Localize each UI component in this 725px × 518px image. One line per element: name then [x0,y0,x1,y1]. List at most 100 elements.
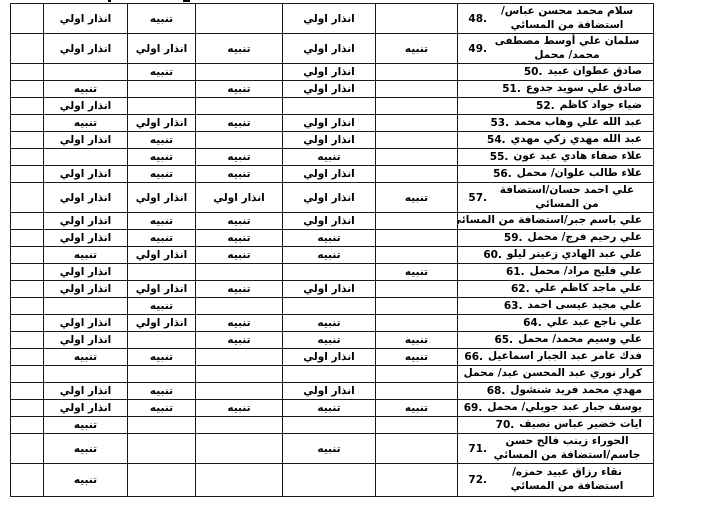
student-name-cell: 59. علي رحيم فرج/ محمل [457,229,654,247]
table-row: انذار اولي انذار اولي تنبيه تنبيه 64. علي ناج… [10,314,654,332]
student-name: صادق عطوان عبيد [547,65,642,78]
notice-cell: تنبيه [195,246,283,264]
empty-cell [375,165,458,183]
warning-cell: انذار اولي [43,314,128,332]
row-number: 51. [502,82,521,95]
name-row-content: 48. سلام محمد محسن عباس/استضافة من المسائ… [459,5,653,32]
empty-cell [10,212,44,230]
empty-cell [375,280,458,298]
warning-cell: انذار اولي [127,246,196,264]
empty-cell [375,365,458,383]
student-name: فدك عامر عبد الجبار اسماعيل [488,350,642,363]
notice-cell: تنبيه [195,148,283,166]
empty-cell [195,365,283,383]
empty-cell [375,382,458,400]
empty-cell [127,97,196,115]
row-number: 63. [503,299,523,312]
student-name-cell: 49. سلمان علي أوسط مصطفى محمد/ محمل [457,33,654,64]
warning-cell: انذار اولي [195,182,283,213]
student-name: كرار نوري عبد المحسن عبد/ محمل [463,367,642,380]
notice-cell: تنبيه [195,229,283,247]
notice-cell: تنبيه [43,246,128,264]
table-row: انذار اولي تنبيه تنبيه تنبيه 65. علي وسيم محم… [10,331,654,349]
student-name: علي فليح مراد/ محمل [529,265,642,278]
empty-cell [375,3,458,34]
name-row-content: 68. مهدي محمد فريد شنشول [459,384,653,398]
student-name: ايات خضير عباس نصيف [519,418,642,431]
table-row: انذار اولي تنبيه انذار اولي 54. عبد الله مهد… [10,131,654,149]
empty-cell [10,297,44,315]
empty-cell [195,433,283,464]
warning-cell: انذار اولي [127,33,196,64]
notice-cell: تنبيه [375,331,458,349]
warning-cell: انذار اولي [282,131,376,149]
row-number: 60. [483,248,502,261]
student-name: الحوراء زينب فالح حسن جاسم/استضافة من ال… [493,434,641,461]
row-number: 59. [503,231,523,244]
student-name-cell: 66. فدك عامر عبد الجبار اسماعيل [457,348,654,366]
empty-cell [195,263,283,281]
notice-cell: تنبيه [43,463,128,497]
student-name-cell: 57. علي احمد حسان/استضافة من المسائي [457,182,654,213]
empty-cell [10,382,44,400]
empty-cell [195,3,283,34]
empty-cell [375,80,458,98]
empty-cell [375,314,458,332]
empty-cell [10,80,44,98]
student-name: علي مجيد عيسى احمد [527,299,642,312]
row-number: 62. [511,282,530,295]
name-row-content: 52. ضياء جواد كاظم [459,99,653,113]
empty-cell [10,331,44,349]
empty-cell [10,97,44,115]
notice-cell: تنبيه [282,399,376,417]
student-name: علي ماجد كاظم علي [534,282,642,295]
name-row-content: 66. فدك عامر عبد الجبار اسماعيل [459,350,653,364]
student-name: نقاء رزاق عبيد حمزه/استضافة من المسائي [510,466,624,492]
notice-cell: تنبيه [127,3,196,34]
table-row: انذار اولي تنبيه 61. علي فليح مراد/ محمل [10,263,654,281]
warning-cell: انذار اولي [127,114,196,132]
empty-cell [10,148,44,166]
student-name: علاء صفاء هادي عبد عون [513,150,642,163]
warnings-table: انذار اولي تنبيه انذار اولي 48. سلام محمد مح… [10,3,654,497]
notice-cell: تنبيه [127,382,196,400]
row-number: 53. [490,116,510,129]
name-row-content: 67.كرار نوري عبد المحسن عبد/ محمل [459,367,653,381]
name-row-content: 72. نقاء رزاق عبيد حمزه/استضافة من المسائ… [459,466,653,493]
row-number: 65. [494,333,514,346]
notice-cell: تنبيه [127,63,196,81]
table-row: تنبيه انذار اولي تنبيه انذار اولي 53. عبد الل… [10,114,654,132]
student-name-cell: 63. علي مجيد عيسى احمد [457,297,654,315]
empty-cell [127,463,196,497]
empty-cell [10,63,44,81]
empty-cell [195,348,283,366]
warning-cell: انذار اولي [43,280,128,298]
name-row-content: 60. علي عبد الهادي زعيتر ليلو [459,248,653,262]
empty-cell [10,365,44,383]
student-name: عبد الله مهدي زكي مهدي [510,133,642,146]
warning-cell: انذار اولي [43,229,128,247]
empty-cell [10,229,44,247]
warning-cell: انذار اولي [282,382,376,400]
empty-cell [282,365,376,383]
notice-cell: تنبيه [195,33,283,64]
empty-cell [195,131,283,149]
name-row-content: 65. علي وسيم محمد/ محمل [459,333,653,347]
student-name-cell: 58.علي باسم جبر/استضافة من المسائي [457,212,654,230]
notice-cell: تنبيه [43,433,128,464]
empty-cell [375,246,458,264]
empty-cell [43,365,128,383]
empty-cell [375,114,458,132]
table-row: انذار اولي 52. ضياء جواد كاظم [10,97,654,115]
table-row: تنبيه تنبيه انذار اولي 51. صادق علي سويد جدو… [10,80,654,98]
name-row-content: 56. علاء طالب علوان/ محمل [459,167,653,181]
notice-cell: تنبيه [43,80,128,98]
empty-cell [127,80,196,98]
student-name-cell: 56. علاء طالب علوان/ محمل [457,165,654,183]
empty-cell [375,63,458,81]
student-name-cell: 69. يوسف جبار عبد جويلي/ محمل [457,399,654,417]
empty-cell [127,263,196,281]
notice-cell: تنبيه [127,165,196,183]
student-name-cell: 48. سلام محمد محسن عباس/استضافة من المسائ… [457,3,654,34]
notice-cell: تنبيه [282,246,376,264]
